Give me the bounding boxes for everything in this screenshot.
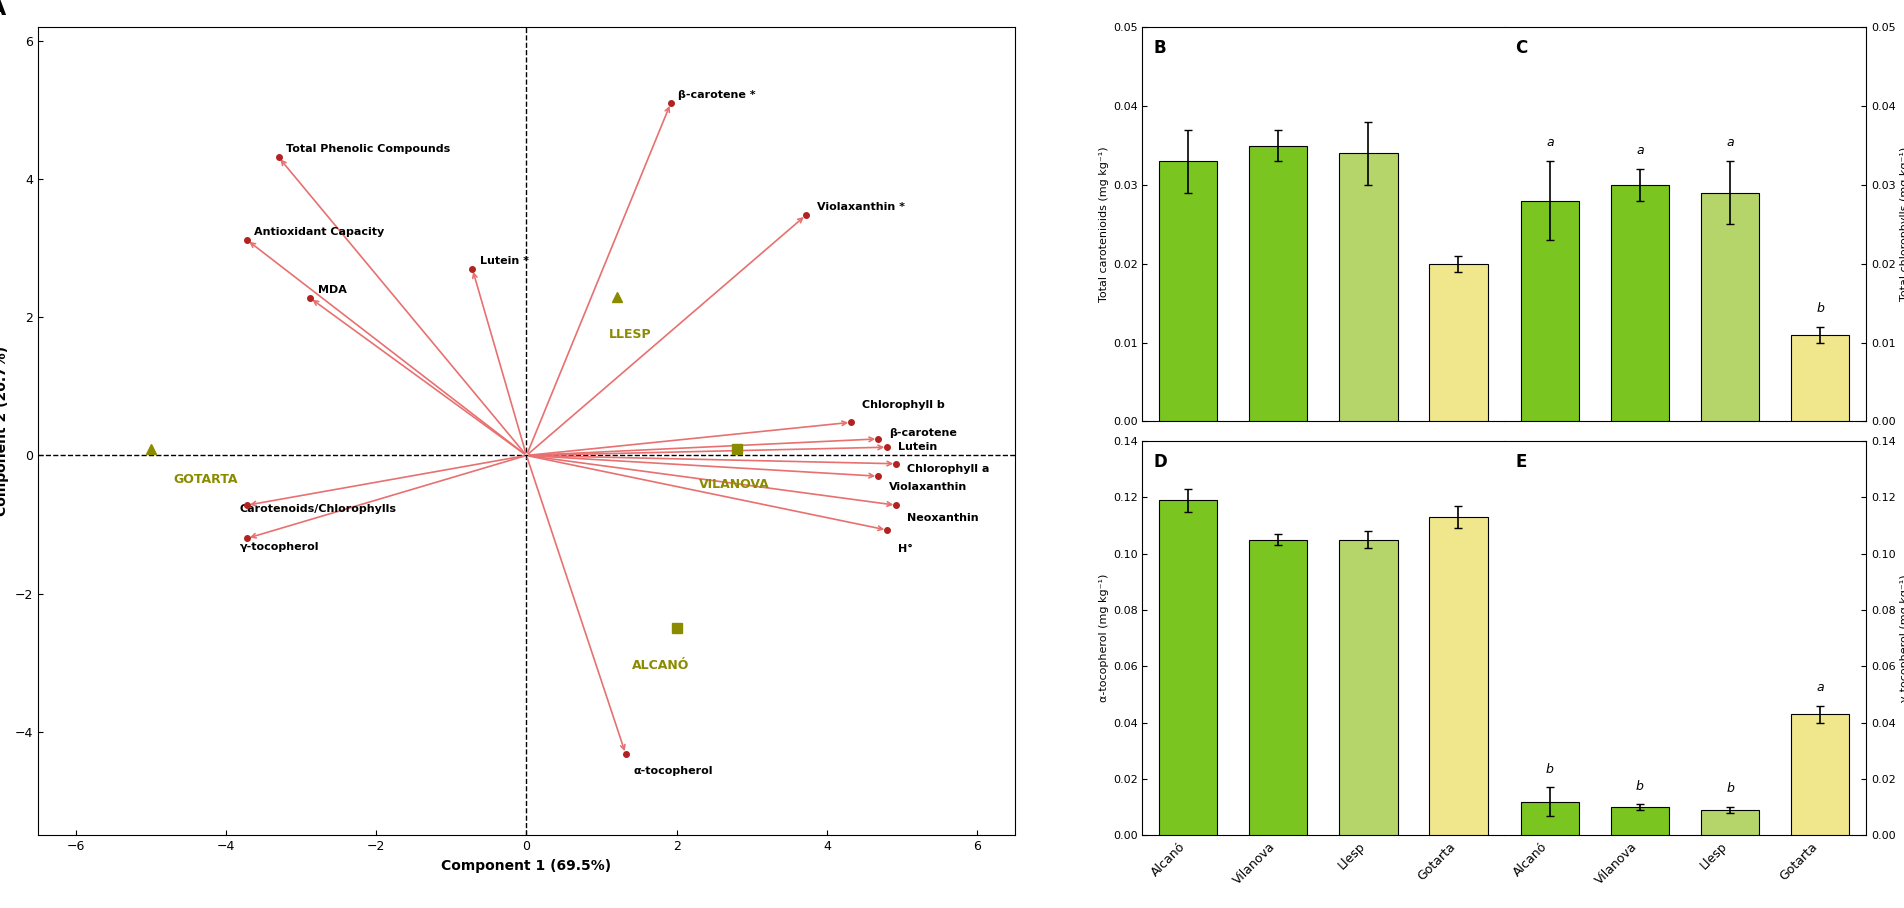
Text: VILANOVA: VILANOVA (699, 478, 769, 490)
Text: A: A (0, 0, 6, 19)
Text: α-tocopherol: α-tocopherol (634, 766, 712, 776)
Y-axis label: Total carotenioids (mg kg⁻¹): Total carotenioids (mg kg⁻¹) (1099, 146, 1108, 302)
Text: D: D (1154, 453, 1167, 471)
Bar (1430, 518, 1487, 835)
Text: Violaxanthin *: Violaxanthin * (817, 202, 904, 212)
Text: b: b (1546, 763, 1554, 775)
Text: Chlorophyll b: Chlorophyll b (863, 400, 944, 410)
Bar (1700, 810, 1759, 835)
Text: a: a (1727, 136, 1735, 150)
Text: γ-tocopherol: γ-tocopherol (240, 542, 320, 552)
Bar (1792, 335, 1849, 421)
Y-axis label: γ-tocopherol (mg kg⁻¹): γ-tocopherol (mg kg⁻¹) (1900, 575, 1904, 702)
Text: b: b (1636, 780, 1643, 793)
Text: Violaxanthin: Violaxanthin (889, 481, 967, 491)
Text: ALCANÓ: ALCANÓ (632, 659, 689, 672)
Text: b: b (1727, 783, 1735, 795)
X-axis label: Component 1 (69.5%): Component 1 (69.5%) (442, 859, 611, 873)
Text: Chlorophyll a: Chlorophyll a (908, 464, 990, 474)
Bar (1521, 201, 1578, 421)
Text: b: b (1816, 302, 1824, 315)
Y-axis label: α-tocopherol (mg kg⁻¹): α-tocopherol (mg kg⁻¹) (1099, 574, 1108, 703)
Text: a: a (1636, 144, 1643, 157)
Bar (1611, 807, 1670, 835)
Text: E: E (1516, 453, 1527, 471)
Bar (1792, 715, 1849, 835)
Bar (1249, 145, 1308, 421)
Text: a: a (1816, 681, 1824, 694)
Text: a: a (1546, 136, 1554, 150)
Text: MDA: MDA (318, 285, 347, 295)
Text: Total Phenolic Compounds: Total Phenolic Compounds (286, 143, 449, 153)
Bar (1611, 185, 1670, 421)
Bar (1160, 162, 1217, 421)
Text: Antioxidant Capacity: Antioxidant Capacity (255, 227, 385, 237)
Text: LLESP: LLESP (609, 328, 651, 340)
Bar (1339, 153, 1398, 421)
Text: C: C (1516, 39, 1527, 57)
Bar (1339, 539, 1398, 835)
Text: β-carotene *: β-carotene * (678, 90, 756, 100)
Bar (1700, 192, 1759, 421)
Text: H°: H° (899, 545, 914, 555)
Bar (1521, 802, 1578, 835)
Y-axis label: Component 2 (20.7%): Component 2 (20.7%) (0, 346, 10, 517)
Text: B: B (1154, 39, 1165, 57)
Bar (1249, 539, 1308, 835)
Text: β-carotene: β-carotene (889, 429, 958, 439)
Text: GOTARTA: GOTARTA (173, 473, 238, 486)
Y-axis label: Total chlorophylls (mg kg⁻¹): Total chlorophylls (mg kg⁻¹) (1900, 147, 1904, 301)
Bar (1430, 263, 1487, 421)
Text: Carotenoids/Chlorophylls: Carotenoids/Chlorophylls (240, 504, 396, 514)
Text: Lutein: Lutein (899, 442, 937, 452)
Text: Neoxanthin: Neoxanthin (908, 513, 979, 523)
Text: Lutein *: Lutein * (480, 256, 529, 266)
Bar (1160, 500, 1217, 835)
